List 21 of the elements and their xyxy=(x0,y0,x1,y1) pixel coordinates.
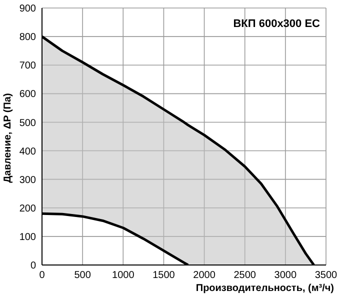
y-tick-label: 0 xyxy=(30,260,36,272)
y-axis-title: Давление, ΔP (Па) xyxy=(2,93,14,183)
x-tick-label: 3000 xyxy=(274,270,297,282)
x-tick-label: 3500 xyxy=(314,270,338,282)
x-axis-title: Производительность, (м³/ч) xyxy=(196,283,334,294)
y-tick-label: 200 xyxy=(19,203,36,214)
x-tick-label: 2500 xyxy=(234,270,256,282)
x-tick-label: 500 xyxy=(74,270,92,282)
x-tick-label: 1500 xyxy=(152,270,176,282)
y-tick-label: 800 xyxy=(19,32,36,44)
y-tick-label: 100 xyxy=(19,232,36,243)
text: ВКП 600x300 EC xyxy=(233,18,320,30)
y-tick-label: 900 xyxy=(19,4,36,15)
y-tick-label: 300 xyxy=(19,174,36,186)
x-tick-label: 0 xyxy=(39,270,46,282)
y-tick-label: 700 xyxy=(19,60,36,72)
y-tick-label: 600 xyxy=(19,89,36,100)
x-tick-label: 1000 xyxy=(112,270,135,282)
y-tick-label: 500 xyxy=(19,118,36,129)
y-tick-label: 400 xyxy=(19,146,36,158)
x-tick-label: 2000 xyxy=(193,270,216,282)
